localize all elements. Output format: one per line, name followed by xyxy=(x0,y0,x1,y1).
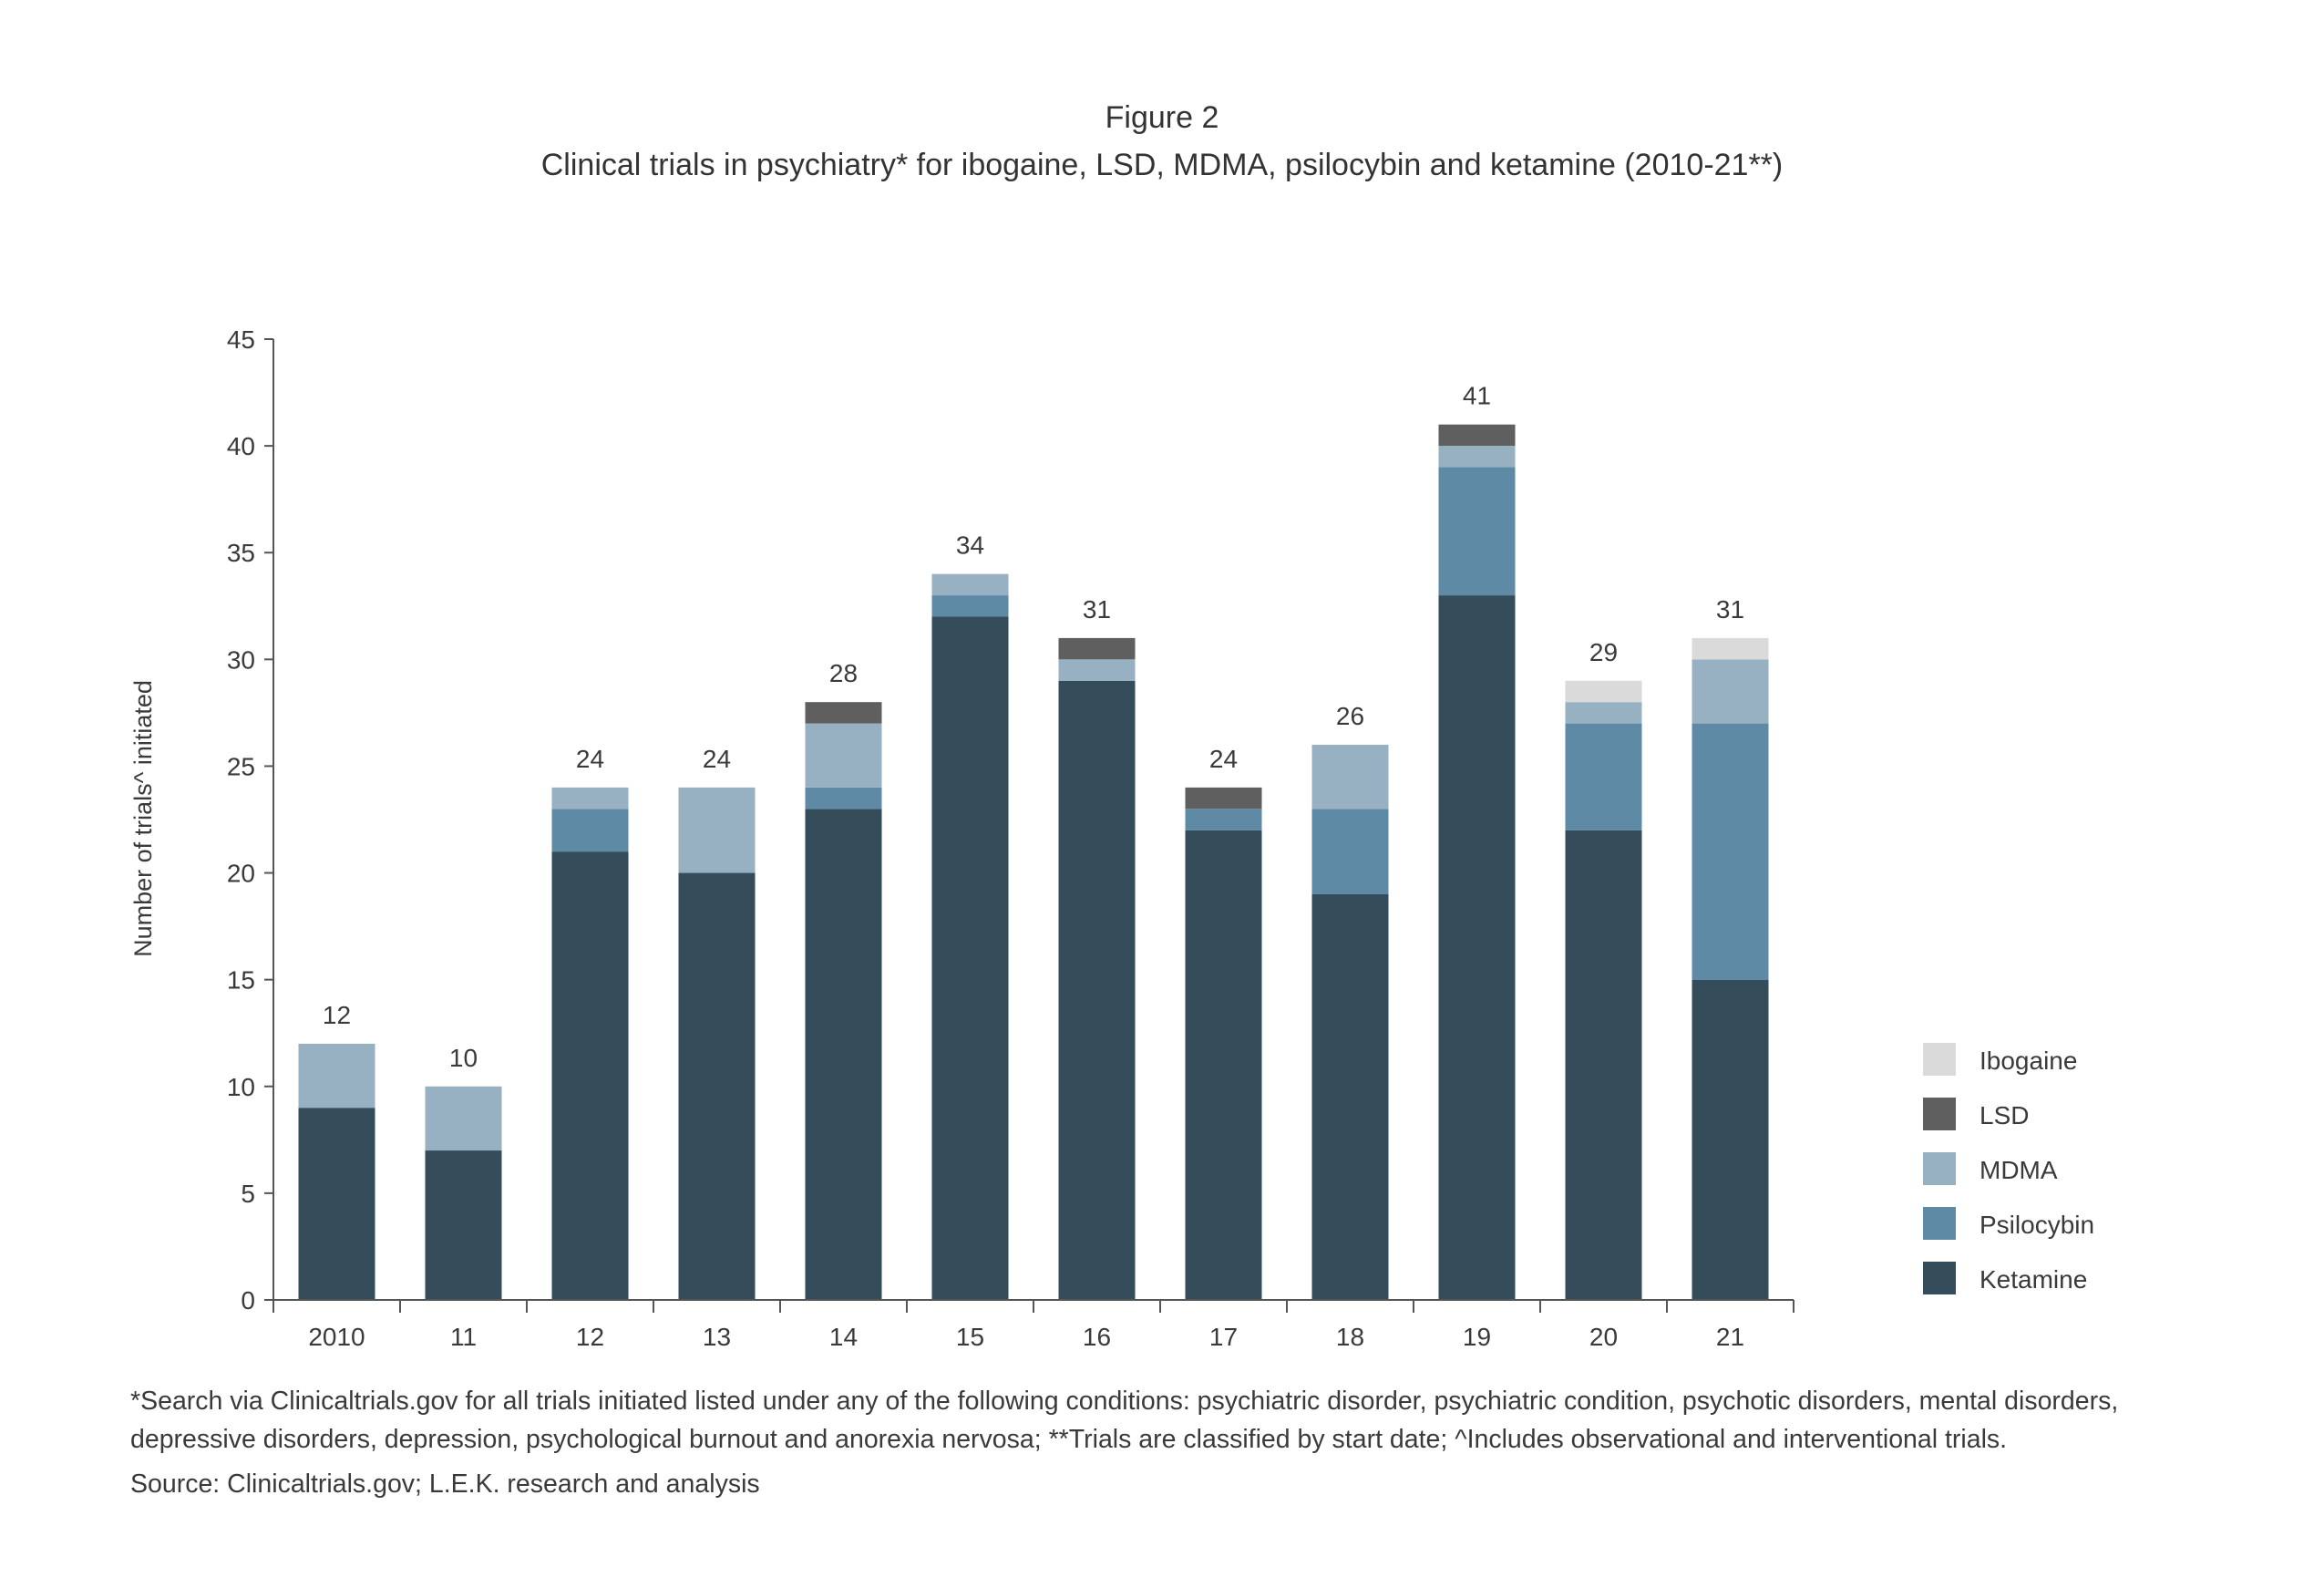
x-tick-label-20: 20 xyxy=(1589,1323,1618,1351)
bar-segment-ketamine-12 xyxy=(551,851,629,1300)
bar-segment-mdma-11 xyxy=(425,1086,502,1151)
bar-segment-ketamine-16 xyxy=(1058,680,1136,1300)
legend-label-psilocybin: Psilocybin xyxy=(1980,1211,2094,1239)
total-label-20: 29 xyxy=(1589,638,1618,666)
bar-segment-mdma-21 xyxy=(1692,659,1769,724)
bar-segment-ketamine-17 xyxy=(1185,830,1262,1300)
x-tick-label-21: 21 xyxy=(1716,1323,1744,1351)
legend-swatch-mdma xyxy=(1923,1152,1956,1185)
x-tick-label-17: 17 xyxy=(1209,1323,1238,1351)
total-label-17: 24 xyxy=(1209,745,1238,773)
y-tick-label-35: 35 xyxy=(227,539,255,567)
bar-segment-mdma-18 xyxy=(1311,745,1389,809)
bar-segment-ibogaine-21 xyxy=(1692,637,1769,660)
total-label-21: 31 xyxy=(1716,595,1744,624)
legend: Ibogaine LSD MDMA Psilocybin Ketamine xyxy=(1923,1043,2094,1294)
bar-segment-mdma-13 xyxy=(678,787,756,873)
y-axis-label: Number of trials^ initiated xyxy=(129,680,157,957)
bar-segment-ketamine-2010 xyxy=(298,1108,375,1300)
legend-swatch-ketamine xyxy=(1923,1262,1956,1294)
legend-label-ketamine: Ketamine xyxy=(1980,1265,2087,1294)
legend-label-ibogaine: Ibogaine xyxy=(1980,1047,2077,1075)
y-tick-label-15: 15 xyxy=(227,966,255,995)
x-tick-label-15: 15 xyxy=(956,1323,984,1351)
bars-layer: 12 10 24 24 28 34 31 24 26 41 29 31 xyxy=(298,382,1769,1300)
x-tick-label-18: 18 xyxy=(1336,1323,1364,1351)
total-label-14: 28 xyxy=(829,659,858,687)
x-tick-label-19: 19 xyxy=(1463,1323,1491,1351)
bar-segment-mdma-14 xyxy=(805,723,882,788)
total-label-16: 31 xyxy=(1083,595,1111,624)
x-tick-label-12: 12 xyxy=(576,1323,604,1351)
legend-swatch-lsd xyxy=(1923,1098,1956,1130)
chart-title: Clinical trials in psychiatry* for iboga… xyxy=(540,148,1784,182)
x-tick-label-13: 13 xyxy=(703,1323,731,1351)
total-label-18: 26 xyxy=(1336,702,1364,730)
axes-layer: 2010 11 12 13 14 15 16 17 18 19 20 21 0 5 10 15 20 25 30 35… xyxy=(227,325,1794,1351)
y-tick-label-5: 5 xyxy=(241,1180,255,1208)
total-label-15: 34 xyxy=(956,531,984,560)
total-label-11: 10 xyxy=(449,1044,478,1072)
total-label-19: 41 xyxy=(1463,382,1491,410)
legend-swatch-psilocybin xyxy=(1923,1207,1956,1240)
y-tick-label-10: 10 xyxy=(227,1073,255,1101)
x-tick-label-16: 16 xyxy=(1083,1323,1111,1351)
bar-segment-ketamine-15 xyxy=(931,616,1009,1300)
bar-segment-psilocybin-20 xyxy=(1565,723,1642,830)
bar-segment-mdma-19 xyxy=(1438,446,1516,468)
y-tick-label-40: 40 xyxy=(227,432,255,460)
bar-segment-psilocybin-18 xyxy=(1311,809,1389,894)
bar-segment-lsd-14 xyxy=(805,702,882,724)
bar-segment-mdma-20 xyxy=(1565,702,1642,724)
total-label-13: 24 xyxy=(703,745,731,773)
bar-segment-ketamine-13 xyxy=(678,872,756,1300)
total-label-2010: 12 xyxy=(323,1001,351,1029)
bar-segment-psilocybin-17 xyxy=(1185,809,1262,830)
bar-segment-lsd-17 xyxy=(1185,787,1262,809)
bar-segment-ibogaine-20 xyxy=(1565,680,1642,703)
bar-segment-psilocybin-14 xyxy=(805,787,882,809)
bar-segment-ketamine-20 xyxy=(1565,830,1642,1300)
total-label-12: 24 xyxy=(576,745,604,773)
bar-segment-lsd-16 xyxy=(1058,637,1136,660)
x-tick-label-11: 11 xyxy=(450,1323,477,1351)
y-tick-label-0: 0 xyxy=(241,1286,255,1315)
legend-swatch-ibogaine xyxy=(1923,1043,1956,1076)
y-tick-label-45: 45 xyxy=(227,325,255,354)
legend-label-mdma: MDMA xyxy=(1980,1156,2058,1184)
bar-segment-ketamine-21 xyxy=(1692,979,1769,1300)
bar-segment-lsd-19 xyxy=(1438,424,1516,447)
source-note: Source: Clinicaltrials.gov; L.E.K. resea… xyxy=(130,1469,760,1499)
bar-segment-mdma-2010 xyxy=(298,1043,375,1109)
bar-segment-mdma-15 xyxy=(931,573,1009,596)
bar-segment-psilocybin-12 xyxy=(551,809,629,852)
legend-label-lsd: LSD xyxy=(1980,1101,2029,1129)
bar-segment-mdma-16 xyxy=(1058,659,1136,681)
bar-segment-psilocybin-21 xyxy=(1692,723,1769,980)
bar-segment-psilocybin-19 xyxy=(1438,467,1516,596)
y-tick-label-20: 20 xyxy=(227,860,255,888)
x-tick-label-14: 14 xyxy=(829,1323,858,1351)
bar-segment-ketamine-19 xyxy=(1438,595,1516,1300)
figure-label: Figure 2 xyxy=(1105,100,1219,135)
x-tick-label-2010: 2010 xyxy=(308,1323,365,1351)
footnote: *Search via Clinicaltrials.gov for all t… xyxy=(130,1387,2119,1454)
bar-segment-ketamine-14 xyxy=(805,809,882,1300)
bar-segment-psilocybin-15 xyxy=(931,595,1009,617)
y-tick-label-25: 25 xyxy=(227,752,255,780)
bar-segment-ketamine-18 xyxy=(1311,893,1389,1300)
y-tick-label-30: 30 xyxy=(227,645,255,674)
bar-segment-ketamine-11 xyxy=(425,1150,502,1300)
bar-segment-mdma-12 xyxy=(551,787,629,809)
